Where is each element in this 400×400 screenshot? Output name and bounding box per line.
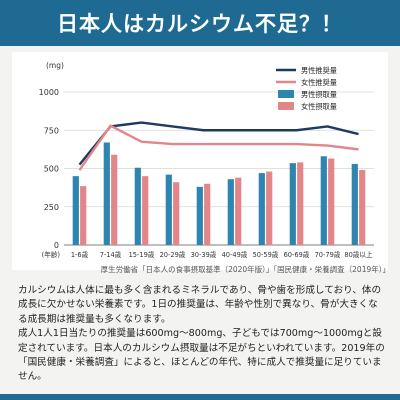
bar-女性摂取量-2 — [142, 176, 149, 245]
line-男性推奨量 — [78, 121, 359, 166]
y-tick-250: 250 — [44, 203, 59, 212]
legend-swatch-2 — [278, 90, 294, 98]
bar-女性摂取量-9 — [359, 170, 366, 245]
bar-女性摂取量-8 — [328, 158, 335, 245]
bar-男性摂取量-3 — [165, 174, 172, 245]
bar-男性摂取量-2 — [134, 167, 141, 245]
x-tick-9: 80歳以上 — [344, 250, 373, 259]
legend-label-3: 女性摂取量 — [301, 102, 337, 111]
x-tick-4: 30-39歳 — [191, 250, 217, 259]
body-text: カルシウムは人体に最も多く含まれるミネラルであり、骨や歯を形成しており、体の成長… — [18, 284, 386, 385]
x-tick-3: 20-29歳 — [160, 250, 186, 259]
legend-label-2: 男性摂取量 — [301, 90, 337, 99]
y-tick-1000: 1000 — [39, 88, 59, 97]
bar-男性摂取量-9 — [351, 163, 358, 245]
calcium-chart: (mg) 0 250 500 750 1000 (年齢) 1-6歳 7-14歳 15-19歳 20-… — [39, 61, 374, 259]
legend-label-1: 女性推奨量 — [301, 78, 337, 87]
bar-女性摂取量-7 — [297, 162, 304, 245]
source-note: 厚生労働省「日本人の食事摂取基準（2020年版）」「国民健康・栄養調査（2019… — [100, 265, 390, 274]
body-paragraph-1: カルシウムは人体に最も多く含まれるミネラルであり、骨や歯を形成しており、体の成長… — [18, 285, 382, 325]
bar-女性摂取量-1 — [111, 154, 118, 245]
x-tick-7: 60-69歳 — [284, 250, 310, 259]
bar-女性摂取量-5 — [235, 177, 242, 245]
page-title: 日本人はカルシウム不足？！ — [57, 12, 343, 36]
bar-女性摂取量-6 — [266, 171, 273, 245]
bar-男性摂取量-7 — [289, 163, 296, 245]
line-女性推奨量 — [78, 124, 359, 171]
x-tick-2: 15-19歳 — [129, 250, 155, 259]
y-tick-500: 500 — [44, 165, 59, 174]
bar-男性摂取量-1 — [103, 142, 110, 245]
x-tick-0: 1-6歳 — [71, 250, 89, 259]
legend-swatch-3 — [278, 102, 294, 110]
body-paragraph-2: 成人1人1日当たりの推奨量は600mg～800mg、子どもでは700mg～100… — [18, 328, 385, 383]
y-unit-label: (mg) — [46, 61, 64, 70]
chart-card: (mg) 0 250 500 750 1000 (年齢) 1-6歳 7-14歳 15-19歳 20-… — [12, 52, 388, 270]
bar-女性摂取量-3 — [173, 182, 180, 245]
x-tick-8: 70-79歳 — [315, 250, 341, 259]
bar-男性摂取量-8 — [320, 156, 327, 245]
bar-男性摂取量-0 — [72, 176, 79, 245]
x-unit-label: (年齢) — [42, 250, 60, 259]
title-banner: 日本人はカルシウム不足？！ — [0, 0, 400, 46]
y-tick-0: 0 — [54, 241, 59, 250]
bottom-bar — [0, 394, 400, 400]
bar-男性摂取量-6 — [258, 173, 265, 245]
bar-男性摂取量-4 — [196, 186, 203, 245]
bar-女性摂取量-0 — [80, 186, 87, 245]
bar-女性摂取量-4 — [204, 183, 211, 245]
x-tick-1: 7-14歳 — [100, 250, 122, 259]
legend-label-0: 男性推奨量 — [301, 66, 337, 75]
x-tick-5: 40-49歳 — [222, 250, 248, 259]
x-tick-6: 50-59歳 — [253, 250, 279, 259]
bar-男性摂取量-5 — [227, 179, 234, 245]
y-tick-750: 750 — [44, 126, 59, 135]
